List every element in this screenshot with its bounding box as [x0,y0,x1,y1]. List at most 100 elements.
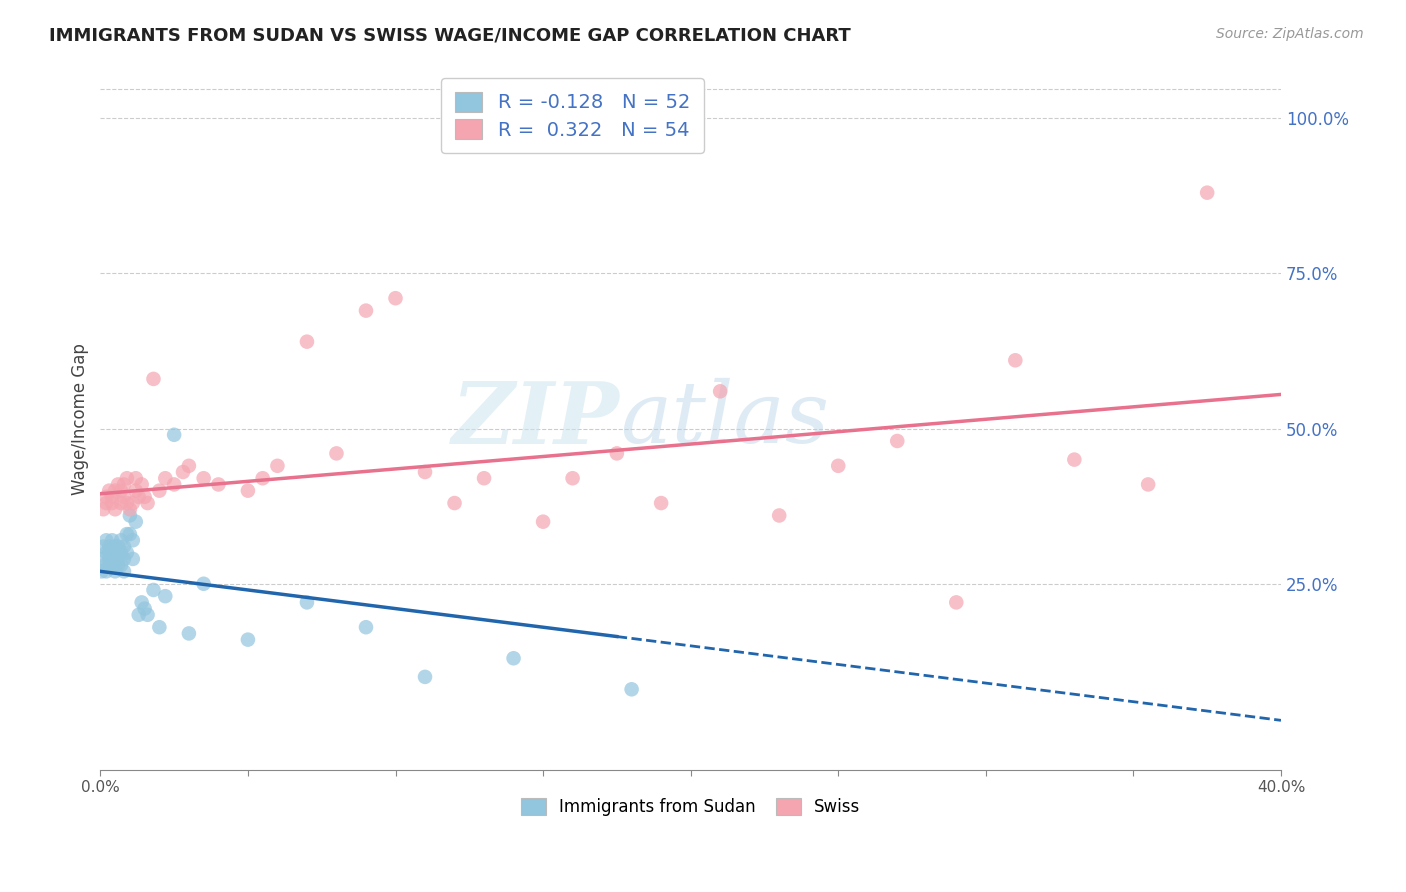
Point [91,540,114,554]
Point [125,483,148,498]
Point [112,540,135,554]
Point [148,620,170,634]
Point [101,490,124,504]
Text: ZIP: ZIP [451,377,620,461]
Point [1063,452,1085,467]
Point [115,496,138,510]
Point [131,595,153,609]
Point [443,496,465,510]
Text: IMMIGRANTS FROM SUDAN VS SWISS WAGE/INCOME GAP CORRELATION CHART: IMMIGRANTS FROM SUDAN VS SWISS WAGE/INCO… [49,27,851,45]
Point [104,565,127,579]
Point [112,565,135,579]
Point [354,303,377,318]
Point [295,595,318,609]
Point [172,465,194,479]
Point [193,576,215,591]
Point [266,458,288,473]
Point [827,458,849,473]
Point [121,496,143,510]
Point [131,477,153,491]
Point [155,471,177,485]
Point [96,490,118,504]
Point [125,515,148,529]
Point [107,546,129,560]
Point [142,582,165,597]
Point [118,508,141,523]
Point [112,552,135,566]
Point [295,334,318,349]
Point [104,540,127,554]
Point [104,502,127,516]
Point [128,490,150,504]
Point [118,527,141,541]
Point [177,626,200,640]
Point [252,471,274,485]
Point [107,558,129,573]
Point [107,540,129,554]
Point [115,546,138,560]
Point [101,496,124,510]
Point [107,552,129,566]
Point [768,508,790,523]
Point [110,483,132,498]
Legend: Immigrants from Sudan, Swiss: Immigrants from Sudan, Swiss [513,790,869,825]
Point [121,533,143,548]
Point [104,552,127,566]
Y-axis label: Wage/Income Gap: Wage/Income Gap [72,343,89,495]
Point [1137,477,1160,491]
Point [112,490,135,504]
Point [148,483,170,498]
Point [136,496,159,510]
Point [104,546,127,560]
Point [96,496,118,510]
Point [98,552,121,566]
Point [354,620,377,634]
Point [110,533,132,548]
Point [155,589,177,603]
Point [110,496,132,510]
Point [163,427,186,442]
Point [142,372,165,386]
Point [236,483,259,498]
Point [121,552,143,566]
Point [472,471,495,485]
Point [886,434,908,448]
Point [413,670,436,684]
Point [101,552,124,566]
Point [531,515,554,529]
Point [101,533,124,548]
Point [125,471,148,485]
Point [107,477,129,491]
Point [112,477,135,491]
Point [606,446,628,460]
Point [101,558,124,573]
Point [502,651,524,665]
Point [98,546,121,560]
Point [650,496,672,510]
Point [134,490,156,504]
Point [163,477,186,491]
Point [98,558,121,573]
Point [136,607,159,622]
Point [134,601,156,615]
Point [177,458,200,473]
Point [98,540,121,554]
Point [709,384,731,399]
Point [1004,353,1026,368]
Point [325,446,347,460]
Point [236,632,259,647]
Point [945,595,967,609]
Point [101,546,124,560]
Point [91,552,114,566]
Point [620,682,643,697]
Point [91,502,114,516]
Point [118,502,141,516]
Point [384,291,406,305]
Point [96,546,118,560]
Point [110,558,132,573]
Text: atlas: atlas [620,378,830,460]
Text: Source: ZipAtlas.com: Source: ZipAtlas.com [1216,27,1364,41]
Point [1197,186,1219,200]
Point [110,546,132,560]
Point [104,483,127,498]
